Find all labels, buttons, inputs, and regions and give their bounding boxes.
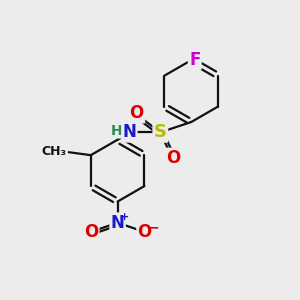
Text: H: H [111,124,123,138]
Text: CH₃: CH₃ [41,145,66,158]
Text: O: O [167,149,181,167]
Text: O: O [138,224,152,242]
Text: N: N [111,214,124,232]
Text: −: − [147,220,159,234]
Text: O: O [130,104,144,122]
Text: F: F [189,51,200,69]
Text: S: S [154,123,167,141]
Text: +: + [119,212,129,222]
Text: O: O [84,224,98,242]
Text: N: N [122,123,136,141]
